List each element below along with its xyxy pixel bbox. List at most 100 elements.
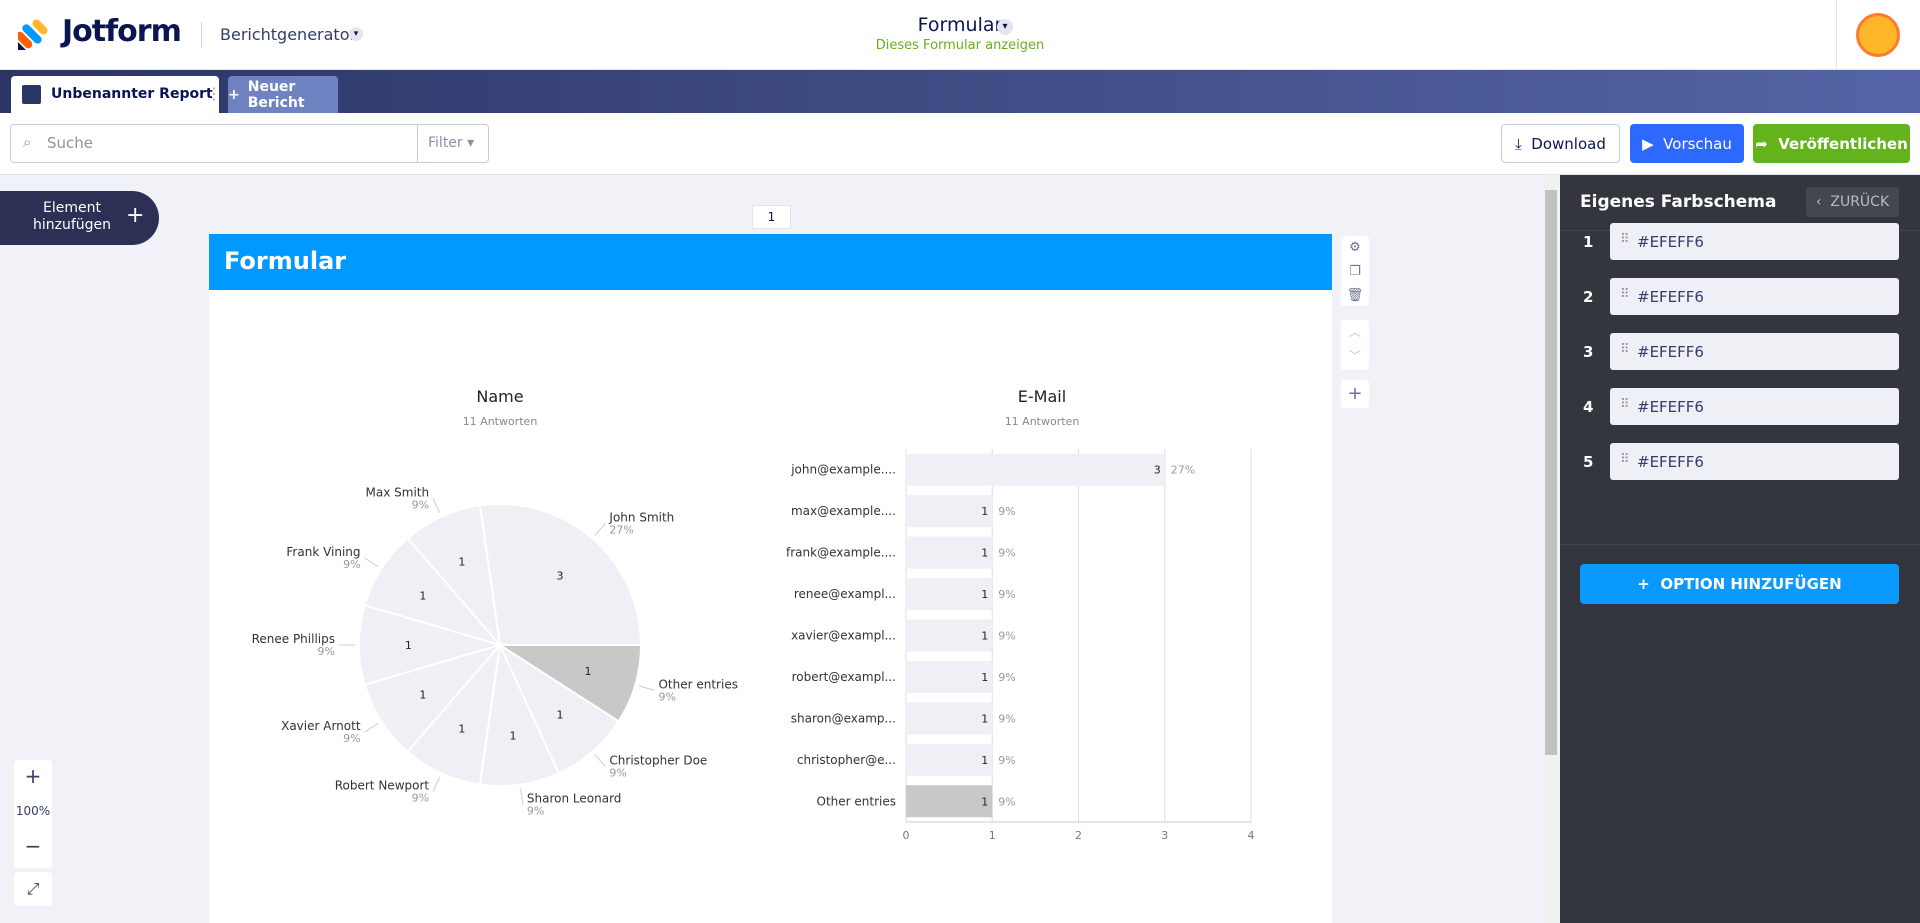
tab-label: Unbenannter Report (51, 86, 213, 102)
slice-value: 1 (584, 665, 591, 678)
bar (906, 743, 993, 776)
bar-value: 1 (981, 505, 988, 518)
slice-percent: 9% (412, 791, 429, 804)
color-input[interactable]: ⠿ #EFEFF6 (1610, 443, 1899, 480)
bar (906, 578, 993, 611)
color-value: #EFEFF6 (1637, 288, 1704, 306)
dropdown-icon[interactable]: ▾ (349, 27, 363, 41)
pie-slice (363, 643, 503, 753)
slice-label: Robert Newport (335, 778, 430, 792)
slice-percent: 9% (412, 499, 429, 512)
download-button[interactable]: ⤓ Download (1501, 124, 1620, 163)
bar-percent: 9% (998, 630, 1015, 643)
search-input[interactable]: Suche (47, 134, 94, 152)
bar (906, 453, 1165, 486)
slice-value: 1 (510, 730, 517, 743)
delete-icon[interactable]: 🗑 (1346, 288, 1364, 303)
move-down[interactable]: ﹀ (1348, 349, 1361, 363)
leader-line (594, 522, 606, 536)
plus-icon: + (228, 86, 240, 103)
slice-percent: 9% (527, 804, 544, 817)
copy-icon[interactable]: ❐ (1349, 264, 1361, 279)
tab-menu[interactable]: ⋮ (206, 84, 222, 103)
x-tick-label: 4 (1248, 829, 1255, 842)
add-element-button[interactable]: Element hinzufügen + (0, 191, 159, 245)
pie-slice (478, 503, 643, 646)
x-tick-label: 3 (1161, 829, 1168, 842)
drag-handle[interactable]: ⠿ (1620, 287, 1630, 302)
leader-line (432, 776, 441, 792)
slice-label: Max Smith (366, 486, 430, 500)
preview-button[interactable]: ▶ Vorschau (1630, 124, 1744, 163)
slice-percent: 27% (609, 523, 633, 536)
slice-label: Sharon Leonard (527, 791, 622, 805)
slice-value: 1 (458, 722, 465, 735)
drag-handle[interactable]: ⠿ (1620, 397, 1630, 412)
add-below[interactable]: + (1341, 380, 1369, 408)
page-number[interactable]: 1 (752, 205, 791, 229)
form-link[interactable]: Dieses Formular anzeigen (875, 38, 1045, 53)
bar-value: 1 (981, 547, 988, 560)
slice-percent: 9% (343, 732, 360, 745)
x-tick-label: 2 (1075, 829, 1082, 842)
form-title[interactable]: Formular (917, 14, 1003, 36)
zoom-in[interactable]: + (24, 764, 42, 788)
slice-label: Xavier Arnott (281, 719, 361, 733)
tab-label: Neuer Bericht (247, 78, 305, 111)
logo: Jotform (62, 14, 182, 49)
bar (906, 536, 993, 569)
filter-button[interactable]: Filter ▾ (417, 125, 489, 162)
y-tick-label: sharon@examp... (791, 711, 896, 725)
zoom-out[interactable]: − (24, 834, 42, 858)
button-label: Download (1531, 134, 1606, 153)
leader-line (364, 557, 379, 568)
scroll-thumb[interactable] (1545, 190, 1557, 755)
bar (906, 619, 993, 652)
color-input[interactable]: ⠿ #EFEFF6 (1610, 388, 1899, 425)
move-up[interactable]: ︿ (1348, 325, 1361, 339)
slice-label: Other entries (658, 677, 737, 691)
button-label: ZURÜCK (1830, 194, 1890, 210)
y-tick-label: christopher@e... (797, 753, 896, 767)
drag-handle[interactable]: ⠿ (1620, 452, 1630, 467)
slice-label: John Smith (608, 510, 674, 524)
publish-button[interactable]: ➦ Veröffentlichen (1753, 124, 1910, 163)
pie-slice (358, 604, 504, 686)
color-value: #EFEFF6 (1637, 233, 1704, 251)
pie-slice (406, 641, 502, 786)
pie-slice (478, 641, 560, 787)
drag-handle[interactable]: ⠿ (1620, 342, 1630, 357)
new-report-tab[interactable]: + Neuer Bericht (228, 76, 338, 113)
sidebar-title: Eigenes Farbschema (1580, 192, 1777, 212)
bar-percent: 9% (998, 712, 1015, 725)
move-tools: ︿ ﹀ (1341, 320, 1369, 370)
bar-percent: 9% (998, 795, 1015, 808)
avatar[interactable] (1856, 13, 1900, 57)
add-option-button[interactable]: + OPTION HINZUFÜGEN (1580, 564, 1899, 604)
slice-value: 1 (419, 689, 426, 702)
y-tick-label: frank@example.... (786, 546, 896, 560)
color-input[interactable]: ⠿ #EFEFF6 (1610, 333, 1899, 370)
fit-screen[interactable]: ⤢ (14, 872, 52, 906)
bar-value: 1 (981, 712, 988, 725)
y-tick-label: max@example.... (791, 504, 896, 518)
zoom-controls: + 100% − (14, 760, 52, 868)
scrollbar (1544, 175, 1558, 923)
app-switcher[interactable]: Berichtgenerator (220, 25, 357, 44)
chart-title: E-Mail (1018, 387, 1066, 406)
color-index: 4 (1583, 398, 1594, 416)
back-button[interactable]: ‹ ZURÜCK (1806, 187, 1899, 217)
settings-icon[interactable]: ⚙ (1349, 240, 1361, 255)
pie-slice (497, 642, 620, 775)
color-value: #EFEFF6 (1637, 398, 1704, 416)
search-box: Suche ⌕ Filter ▾ (10, 124, 489, 163)
color-input[interactable]: ⠿ #EFEFF6 (1610, 223, 1899, 260)
drag-handle[interactable]: ⠿ (1620, 232, 1630, 247)
tab-bar: Unbenannter Report ⋮ + Neuer Bericht (0, 70, 1920, 113)
tab-active[interactable]: Unbenannter Report ⋮ (11, 76, 222, 113)
dropdown-icon[interactable]: ▾ (997, 19, 1013, 35)
color-index: 2 (1583, 288, 1594, 306)
color-input[interactable]: ⠿ #EFEFF6 (1610, 278, 1899, 315)
